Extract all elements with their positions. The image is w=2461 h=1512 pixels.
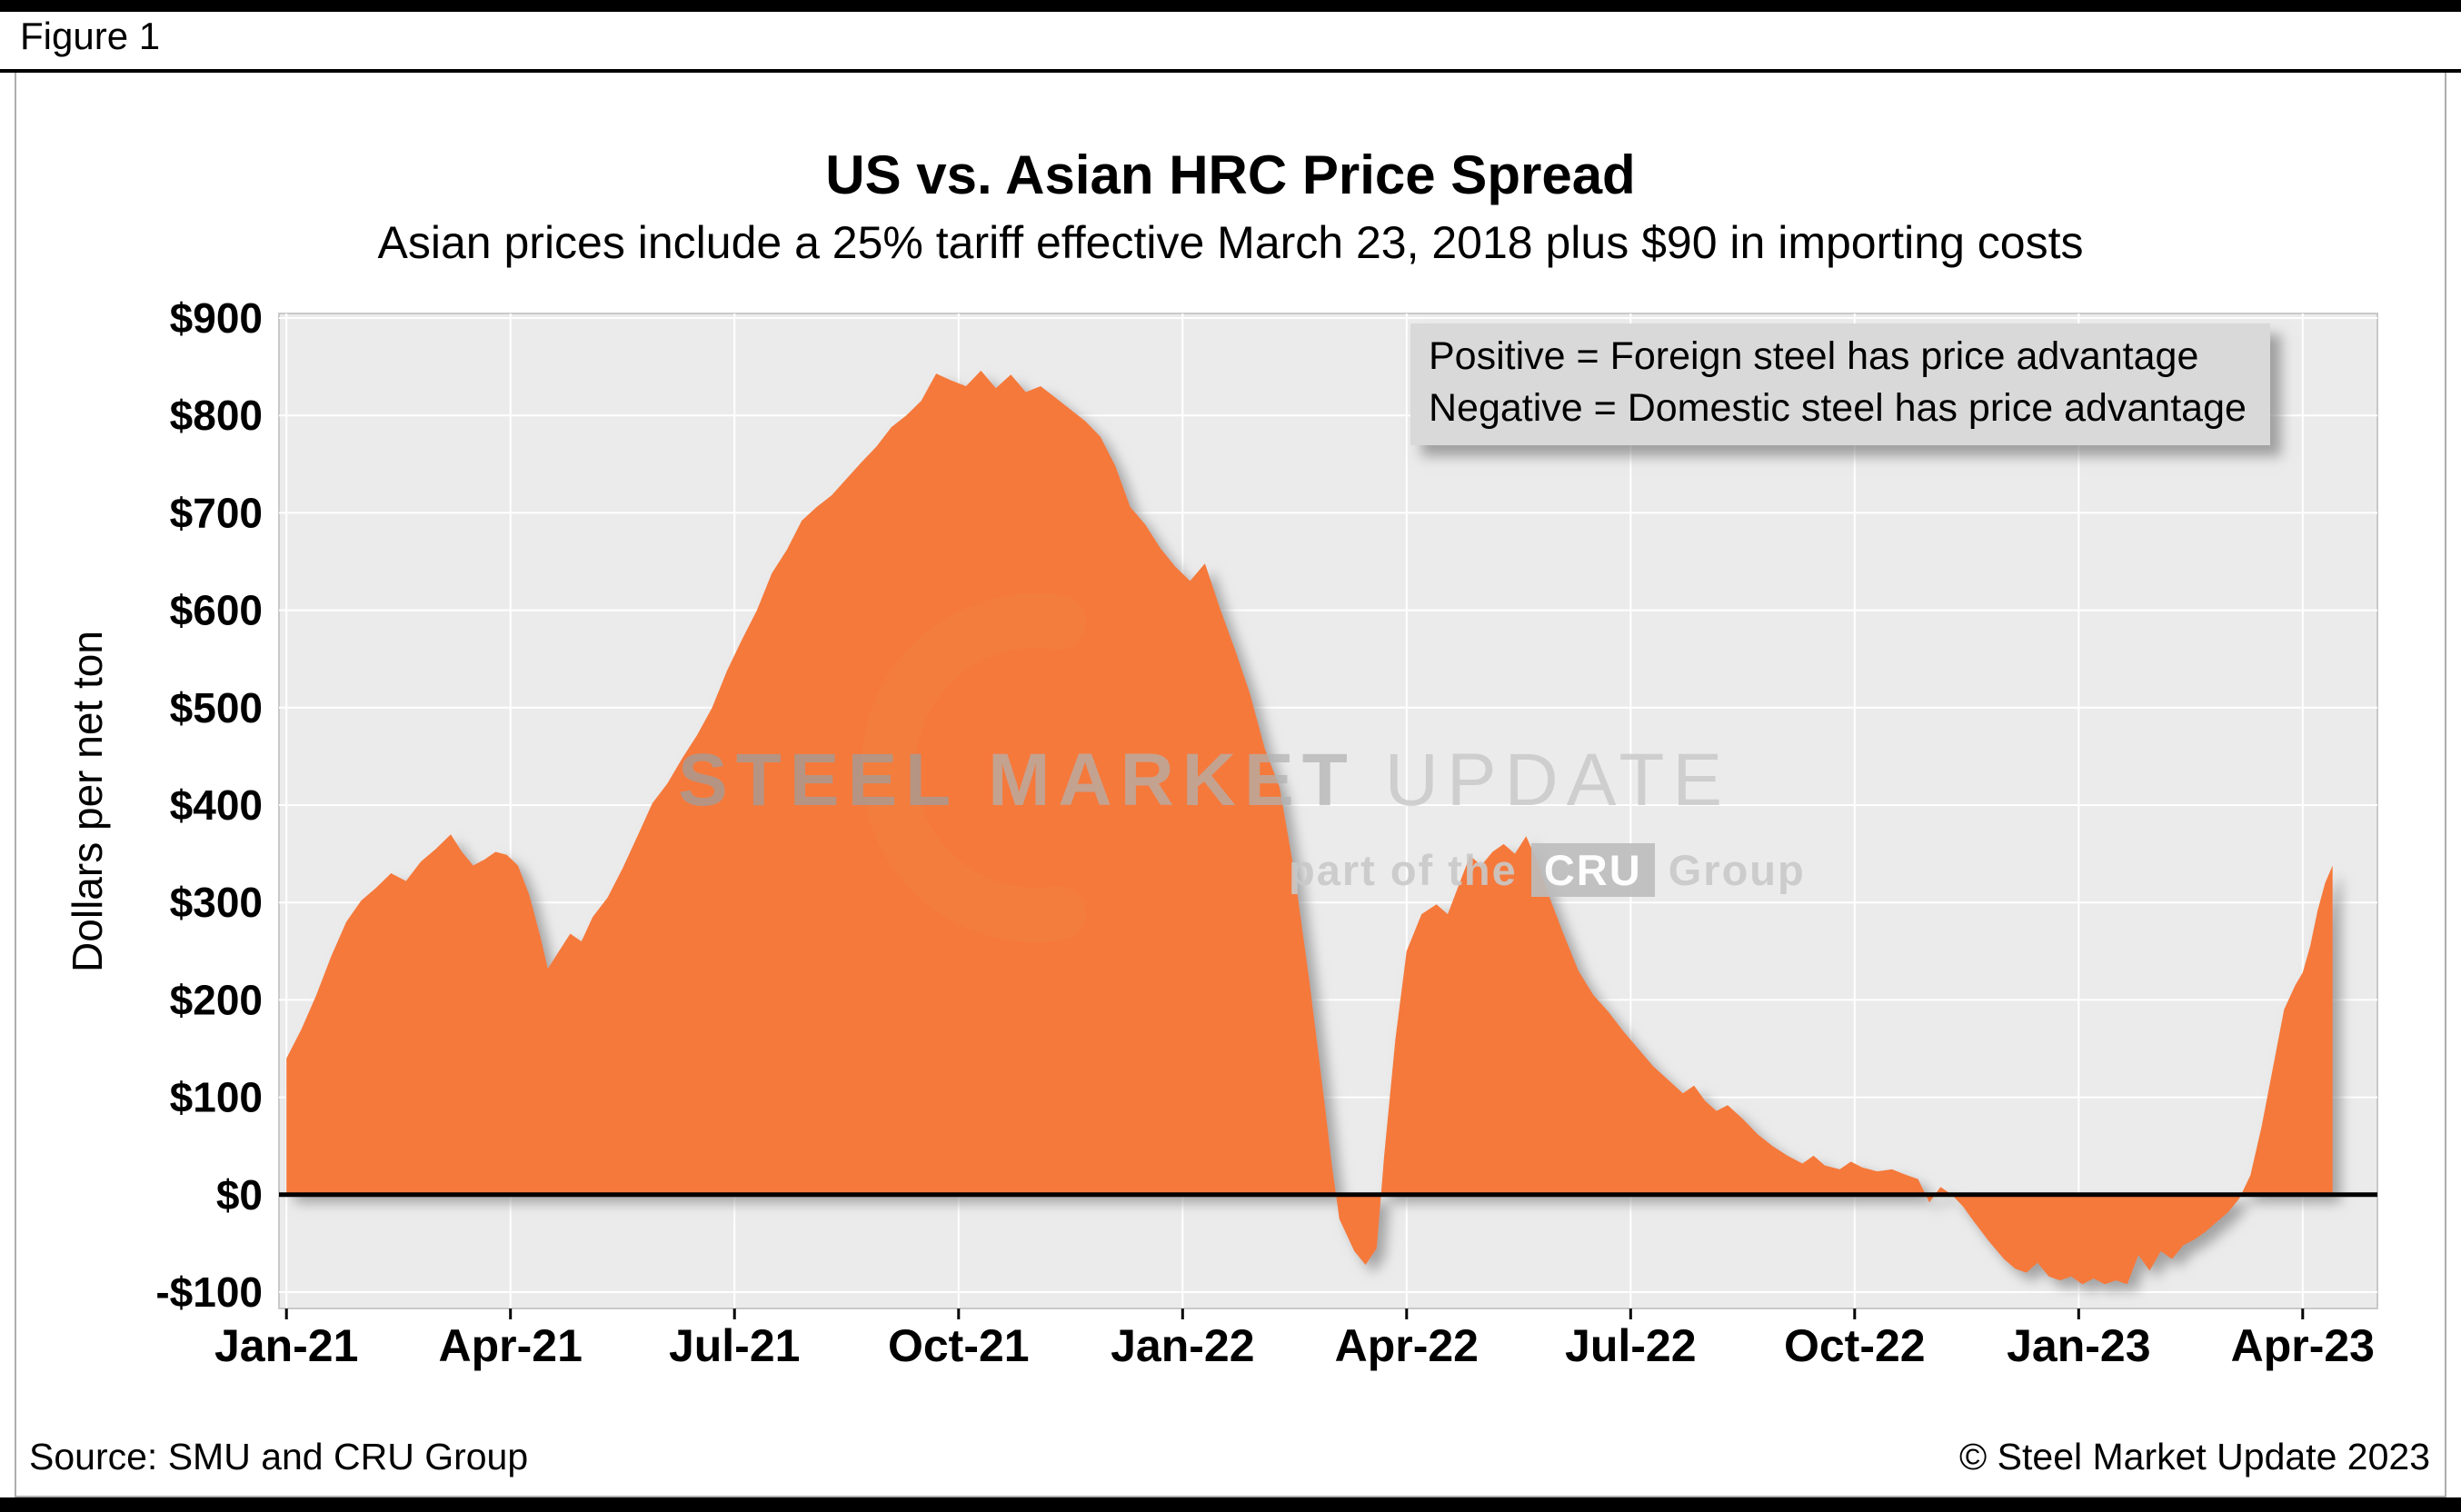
svg-text:-$100: -$100 <box>155 1268 263 1316</box>
chart-title: US vs. Asian HRC Price Spread <box>825 144 1636 205</box>
svg-text:Oct-22: Oct-22 <box>1784 1320 1926 1371</box>
svg-text:$800: $800 <box>170 392 263 439</box>
svg-text:$400: $400 <box>170 781 263 829</box>
legend-line-positive: Positive = Foreign steel has price advan… <box>1429 334 2199 378</box>
chart-panel-border <box>15 73 2446 1497</box>
legend-box: Positive = Foreign steel has price advan… <box>1410 323 2270 445</box>
svg-text:Jan-21: Jan-21 <box>214 1320 358 1371</box>
legend-line-negative: Negative = Domestic steel has price adva… <box>1429 385 2247 430</box>
svg-text:$100: $100 <box>170 1074 263 1121</box>
svg-text:Jan-22: Jan-22 <box>1111 1320 1254 1371</box>
svg-text:$700: $700 <box>170 489 263 536</box>
svg-text:$300: $300 <box>170 879 263 926</box>
figure-label: Figure 1 <box>20 15 161 57</box>
source-note: Source: SMU and CRU Group <box>29 1436 529 1477</box>
svg-text:Jul-21: Jul-21 <box>669 1320 801 1371</box>
chart-subtitle: Asian prices include a 25% tariff effect… <box>377 217 2084 268</box>
svg-text:Jan-23: Jan-23 <box>2007 1320 2150 1371</box>
svg-text:$0: $0 <box>216 1171 263 1219</box>
svg-text:Oct-21: Oct-21 <box>888 1320 1030 1371</box>
svg-text:Apr-22: Apr-22 <box>1335 1320 1479 1371</box>
svg-text:$500: $500 <box>170 684 263 731</box>
svg-text:Apr-21: Apr-21 <box>439 1320 583 1371</box>
copyright-note: © Steel Market Update 2023 <box>1959 1436 2430 1477</box>
bottom-border-bar <box>0 1497 2461 1512</box>
svg-text:Jul-22: Jul-22 <box>1565 1320 1697 1371</box>
svg-text:$200: $200 <box>170 976 263 1023</box>
figure-divider-line <box>0 69 2461 73</box>
svg-text:Apr-23: Apr-23 <box>2231 1320 2375 1371</box>
svg-text:$600: $600 <box>170 587 263 634</box>
svg-text:$900: $900 <box>170 294 263 342</box>
top-border-bar <box>0 0 2461 12</box>
